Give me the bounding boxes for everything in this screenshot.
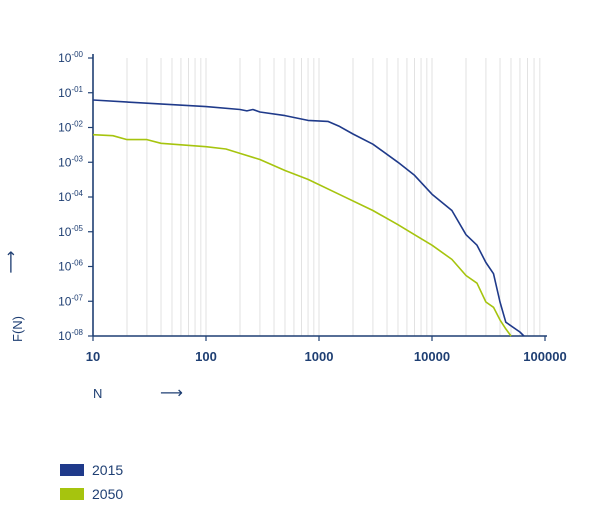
- legend-item-2050: 2050: [60, 484, 123, 504]
- y-tick-label: 10-06: [58, 259, 83, 274]
- x-tick-label: 10: [86, 349, 100, 364]
- y-tick-label: 10-03: [58, 154, 83, 169]
- legend-swatch-2050: [60, 488, 84, 500]
- axes-layer: [92, 54, 547, 337]
- y-tick-label: 10-08: [58, 328, 83, 343]
- legend-item-2015: 2015: [60, 460, 123, 480]
- legend-label-2050: 2050: [92, 486, 124, 502]
- y-tick-label: 10-01: [58, 85, 83, 100]
- legend-label-2015: 2015: [92, 462, 124, 478]
- x-axis-arrow-icon: ⟶: [160, 385, 183, 402]
- y-tick-label: 10-07: [58, 293, 83, 308]
- y-tick-label: 10-05: [58, 224, 83, 239]
- grid-layer: [126, 58, 541, 336]
- tick-layer: 10-00 10-01 10-02 10-03 10-04 10-05 10-06 10-07…: [58, 50, 567, 364]
- chart-card: [10, 10, 590, 501]
- y-axis-arrow-icon: ⟶: [3, 250, 20, 273]
- y-tick-label: 10-02: [58, 120, 83, 135]
- series-line-2015: [92, 99, 525, 337]
- x-tick-label: 100: [195, 349, 217, 364]
- y-tick-label: 10-00: [58, 50, 83, 65]
- x-tick-label: 10000: [414, 349, 450, 364]
- series-line-2050: [92, 133, 512, 337]
- y-axis-label: F(N): [10, 316, 25, 342]
- legend-swatch-2015: [60, 464, 84, 476]
- x-tick-label: 1000: [305, 349, 334, 364]
- x-axis-label: N: [93, 386, 102, 401]
- legend: 2015 2050: [60, 460, 123, 508]
- series-layer: [92, 99, 525, 337]
- y-tick-label: 10-04: [58, 189, 83, 204]
- x-tick-label: 100000: [523, 349, 566, 364]
